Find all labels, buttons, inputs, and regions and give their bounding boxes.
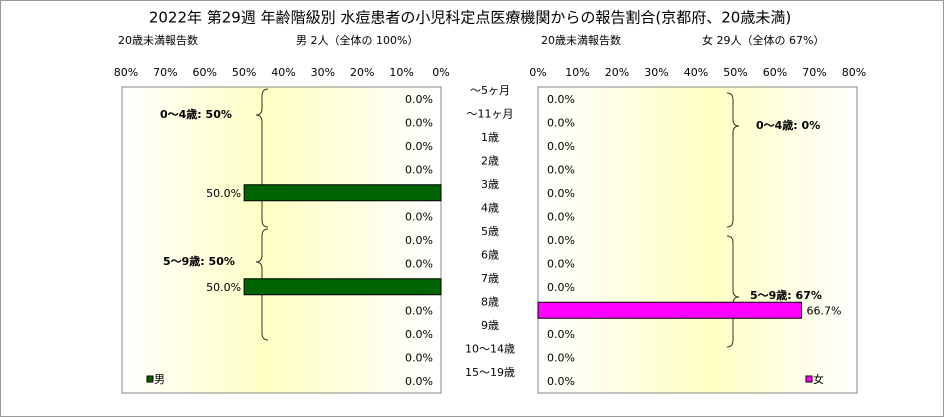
value-label: 0.0% (547, 257, 575, 270)
chart-title: 2022年 第29週 年齢階級別 水痘患者の小児科定点医療機関からの報告割合(京… (149, 9, 791, 27)
annotation: 0〜4歳: 0% (756, 118, 820, 132)
x-tick-label: 50% (723, 66, 747, 79)
legend-swatch (805, 375, 813, 383)
value-label: 0.0% (547, 351, 575, 364)
category-label: 10〜14歳 (465, 342, 515, 355)
category-label: 8歳 (481, 295, 499, 308)
x-tick-label: 20% (350, 66, 374, 79)
value-label: 0.0% (405, 328, 433, 341)
category-label: 5歳 (481, 225, 499, 238)
category-label: 2歳 (481, 154, 499, 167)
category-label: 〜5ヶ月 (470, 84, 510, 97)
x-tick-label: 0% (432, 66, 449, 79)
value-label: 0.0% (547, 375, 575, 388)
x-tick-label: 70% (153, 66, 177, 79)
header: 女 29人（全体の 67%） (702, 33, 824, 47)
value-label: 0.0% (405, 116, 433, 129)
brace (255, 88, 269, 228)
header: 20歳未満報告数 (118, 34, 198, 47)
value-label: 50.0% (206, 187, 241, 200)
bar (537, 301, 802, 319)
plot-area (121, 86, 442, 394)
legend-label: 男 (154, 373, 165, 386)
value-label: 50.0% (206, 281, 241, 294)
brace (726, 235, 740, 348)
header: 20歳未満報告数 (541, 34, 621, 47)
category-label: 15〜19歳 (465, 366, 515, 379)
value-label: 0.0% (405, 375, 433, 388)
value-label: 0.0% (405, 351, 433, 364)
brace (255, 228, 269, 341)
value-label: 0.0% (547, 328, 575, 341)
x-tick-label: 80% (114, 66, 138, 79)
value-label: 0.0% (547, 93, 575, 106)
category-label: 3歳 (481, 178, 499, 191)
value-label: 0.0% (547, 116, 575, 129)
value-label: 0.0% (405, 140, 433, 153)
plot-area (537, 86, 858, 394)
value-label: 0.0% (405, 304, 433, 317)
annotation: 5〜9歳: 67% (750, 288, 822, 302)
annotation: 0〜4歳: 50% (160, 107, 232, 121)
value-label: 0.0% (547, 210, 575, 223)
header: 男 2人（全体の 100%） (296, 33, 418, 47)
value-label: 0.0% (547, 140, 575, 153)
value-label: 0.0% (547, 163, 575, 176)
x-tick-label: 10% (565, 66, 589, 79)
bar (243, 184, 442, 202)
x-tick-label: 80% (842, 66, 866, 79)
legend-swatch (146, 375, 154, 383)
brace (726, 92, 740, 228)
bar (243, 278, 442, 296)
category-label: 〜11ヶ月 (467, 107, 514, 120)
value-label: 0.0% (547, 281, 575, 294)
x-tick-label: 60% (763, 66, 787, 79)
annotation: 5〜9歳: 50% (163, 254, 235, 268)
x-tick-label: 40% (684, 66, 708, 79)
value-label: 0.0% (405, 234, 433, 247)
x-tick-label: 20% (605, 66, 629, 79)
value-label: 66.7% (806, 304, 841, 317)
x-tick-label: 0% (529, 66, 546, 79)
category-label: 7歳 (481, 272, 499, 285)
value-label: 0.0% (405, 210, 433, 223)
legend-label: 女 (813, 372, 824, 386)
value-label: 0.0% (547, 187, 575, 200)
category-label: 4歳 (481, 201, 499, 214)
value-label: 0.0% (547, 234, 575, 247)
x-tick-label: 40% (271, 66, 295, 79)
category-label: 1歳 (481, 131, 499, 144)
value-label: 0.0% (405, 163, 433, 176)
value-label: 0.0% (405, 93, 433, 106)
category-label: 6歳 (481, 248, 499, 261)
x-tick-label: 10% (389, 66, 413, 79)
category-label: 9歳 (481, 319, 499, 332)
x-tick-label: 30% (311, 66, 335, 79)
x-tick-label: 70% (802, 66, 826, 79)
value-label: 0.0% (405, 257, 433, 270)
x-tick-label: 60% (193, 66, 217, 79)
x-tick-label: 50% (232, 66, 256, 79)
x-tick-label: 30% (644, 66, 668, 79)
